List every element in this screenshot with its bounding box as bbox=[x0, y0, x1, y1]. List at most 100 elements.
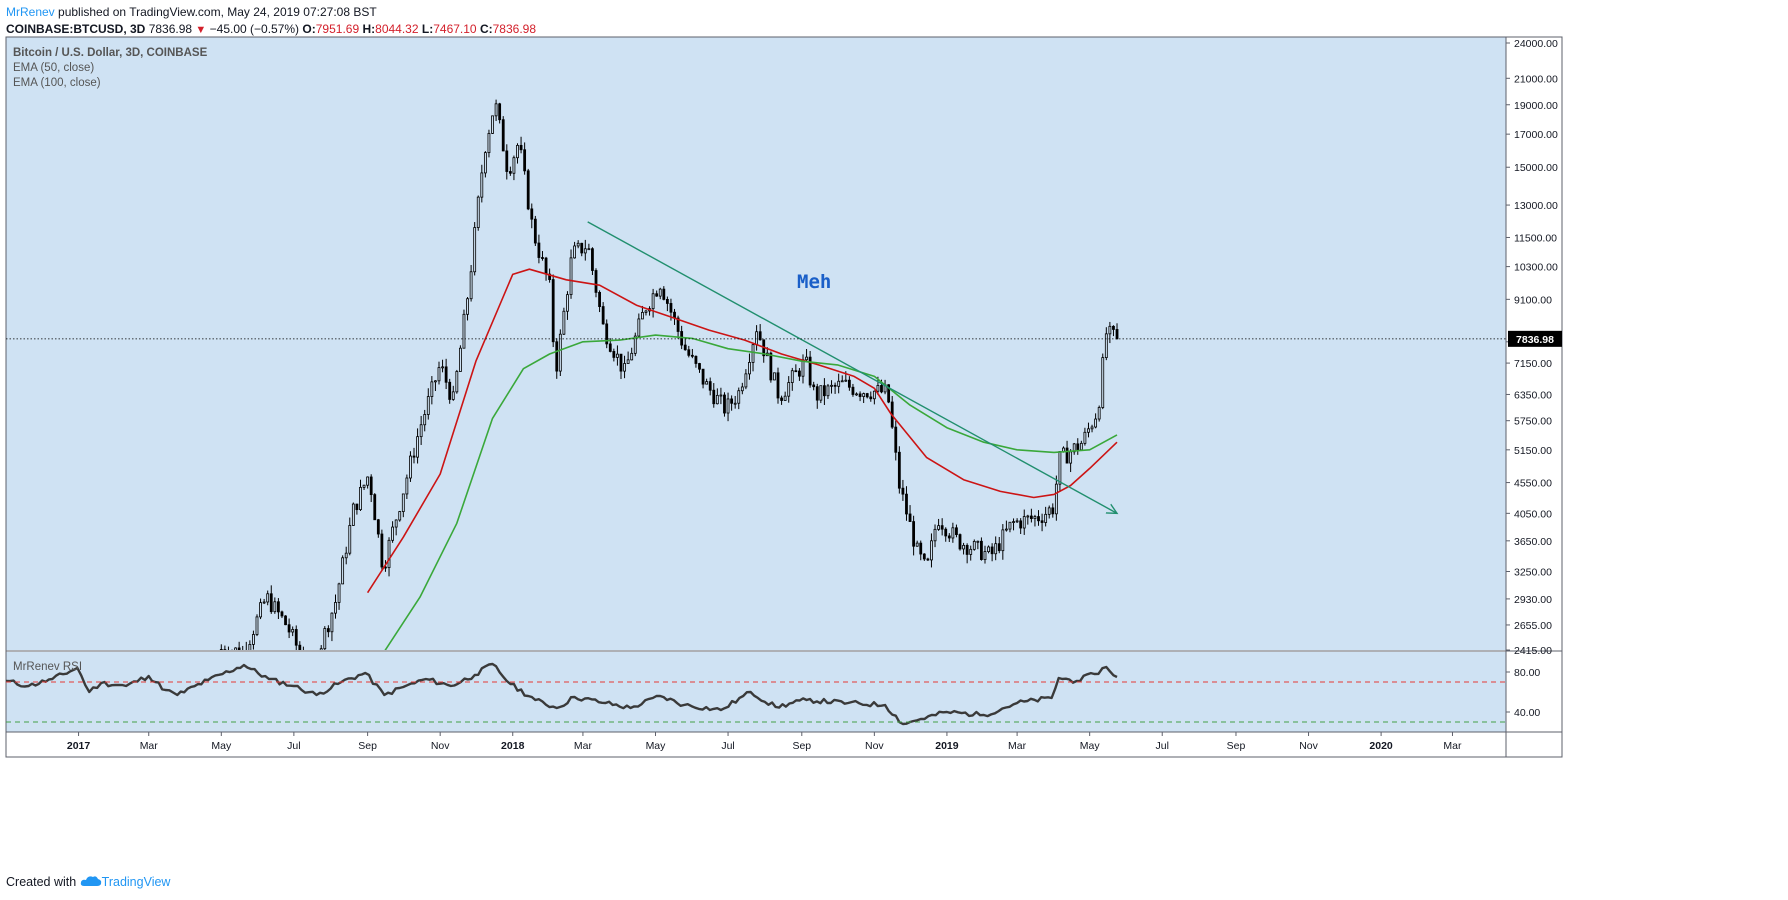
candle-up bbox=[1058, 451, 1062, 485]
time-tick-label: Jul bbox=[287, 740, 300, 752]
candle-up bbox=[983, 551, 987, 560]
candle-down bbox=[605, 323, 609, 345]
price-tick-label: 4050.00 bbox=[1514, 508, 1552, 520]
rsi-plot bbox=[6, 662, 1118, 726]
candle-up bbox=[616, 353, 619, 358]
candle-up bbox=[248, 644, 252, 650]
candle-up bbox=[341, 557, 345, 585]
candle-down bbox=[851, 386, 855, 395]
candle-up bbox=[573, 245, 576, 259]
candle-up bbox=[644, 310, 648, 313]
price-tick-label: 24000.00 bbox=[1514, 38, 1558, 50]
tradingview-link[interactable]: TradingView bbox=[101, 875, 171, 889]
candle-down bbox=[794, 370, 798, 373]
candle-down bbox=[769, 352, 773, 381]
candle-up bbox=[405, 477, 409, 495]
candle-down bbox=[958, 534, 962, 550]
candle-down bbox=[690, 354, 694, 357]
candle-down bbox=[369, 476, 373, 496]
candle-down bbox=[919, 542, 923, 555]
candle-up bbox=[319, 648, 323, 650]
candle-up bbox=[462, 313, 466, 349]
candle-up bbox=[623, 363, 626, 372]
candle-down bbox=[687, 349, 691, 356]
price-tick-label: 15000.00 bbox=[1514, 162, 1558, 174]
candle-up bbox=[783, 395, 787, 401]
candle-down bbox=[544, 257, 548, 275]
low-value: 7467.10 bbox=[433, 22, 477, 36]
candle-down bbox=[887, 384, 891, 403]
legend-ema50: EMA (50, close) bbox=[13, 62, 94, 74]
candle-up bbox=[451, 391, 455, 400]
candle-down bbox=[580, 242, 584, 254]
candle-down bbox=[505, 150, 509, 172]
candle-down bbox=[944, 528, 948, 537]
candle-down bbox=[219, 649, 223, 650]
candle-down bbox=[1076, 443, 1080, 451]
candle-down bbox=[698, 363, 701, 370]
candle-up bbox=[434, 380, 437, 383]
candle-up bbox=[337, 583, 341, 603]
candle-up bbox=[1008, 521, 1012, 530]
candle-up bbox=[423, 414, 427, 426]
candle-down bbox=[822, 385, 826, 397]
rsi-label: MrRenev RSI bbox=[13, 661, 82, 673]
time-tick-label: 2019 bbox=[935, 740, 959, 752]
time-tick-label: Nov bbox=[431, 740, 450, 752]
candle-up bbox=[1108, 325, 1112, 335]
time-tick-label: Mar bbox=[1008, 740, 1027, 752]
candle-down bbox=[815, 386, 819, 401]
price-tick-label: 6350.00 bbox=[1514, 389, 1552, 401]
candle-up bbox=[419, 424, 423, 438]
candle-up bbox=[255, 616, 259, 635]
candle-up bbox=[348, 525, 352, 554]
candle-up bbox=[855, 393, 858, 396]
candle-up bbox=[1001, 529, 1005, 552]
candle-down bbox=[880, 385, 883, 393]
candle-up bbox=[576, 242, 580, 247]
last-price-tag bbox=[1508, 330, 1562, 347]
candle-up bbox=[826, 385, 830, 397]
candle-down bbox=[730, 398, 734, 404]
candle-up bbox=[1090, 426, 1094, 430]
footer: Created with TradingView bbox=[6, 875, 170, 889]
author-link[interactable]: MrRenev bbox=[6, 5, 55, 19]
candle-down bbox=[662, 288, 666, 300]
candle-up bbox=[483, 152, 487, 174]
created-with-text: Created with bbox=[6, 875, 77, 889]
candle-down bbox=[601, 306, 605, 325]
time-tick-label: Jul bbox=[721, 740, 734, 752]
candle-up bbox=[719, 394, 723, 397]
price-tick-label: 3650.00 bbox=[1514, 536, 1552, 548]
candle-up bbox=[391, 526, 394, 541]
candle-up bbox=[330, 612, 334, 633]
candle-down bbox=[901, 487, 905, 495]
candle-down bbox=[865, 393, 869, 398]
candle-up bbox=[459, 347, 462, 372]
candle-up bbox=[473, 227, 477, 273]
candle-down bbox=[594, 270, 598, 293]
candle-down bbox=[619, 353, 623, 372]
candle-up bbox=[969, 548, 973, 555]
symbol-label: COINBASE:BTCUSD, 3D bbox=[6, 22, 146, 36]
candle-up bbox=[476, 196, 480, 228]
candle-up bbox=[252, 634, 255, 645]
annotation-meh: Meh bbox=[797, 271, 831, 293]
high-label: H: bbox=[362, 22, 376, 36]
candle-up bbox=[291, 629, 295, 633]
price-tick-label: 13000.00 bbox=[1514, 200, 1558, 212]
candle-up bbox=[416, 436, 419, 458]
rsi-tick-label: 40.00 bbox=[1514, 707, 1540, 719]
chart-frame bbox=[5, 36, 1563, 758]
candle-up bbox=[1094, 418, 1098, 428]
price-tick-label: 21000.00 bbox=[1514, 73, 1558, 85]
candle-down bbox=[519, 144, 523, 151]
price-tick-label: 5150.00 bbox=[1514, 445, 1552, 457]
candle-up bbox=[726, 398, 730, 414]
candle-up bbox=[751, 344, 755, 363]
candle-down bbox=[669, 303, 673, 313]
candle-up bbox=[915, 542, 919, 547]
candle-up bbox=[562, 310, 566, 335]
candle-down bbox=[997, 543, 1001, 552]
